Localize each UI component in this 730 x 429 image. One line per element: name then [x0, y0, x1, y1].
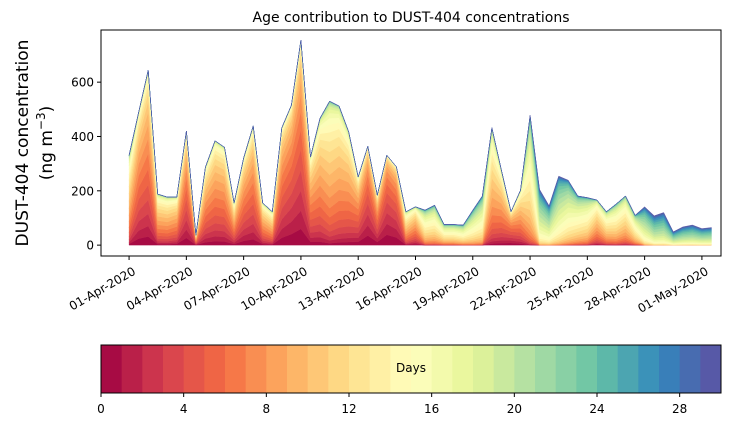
colorbar-tick-label: 4 [180, 402, 188, 416]
colorbar-ticks: 0 4 8 12 16 20 24 28 [97, 393, 687, 416]
colorbar-swatch-5 [204, 345, 226, 393]
colorbar-swatch-24 [597, 345, 619, 393]
colorbar-swatch-13 [369, 345, 391, 393]
y-axis-units: (ng m−3) [34, 106, 57, 181]
colorbar-swatch-3 [163, 345, 185, 393]
y-axis-ticks: 0 200 400 600 [71, 76, 101, 253]
colorbar-swatch-26 [638, 345, 660, 393]
colorbar-swatch-12 [349, 345, 371, 393]
units-exponent: −3 [34, 112, 48, 130]
age-layer-day-29 [128, 40, 712, 236]
y-tick-label: 0 [86, 239, 94, 253]
colorbar-swatch-18 [473, 345, 495, 393]
colorbar-swatch-14 [390, 345, 412, 393]
colorbar-swatch-0 [101, 345, 123, 393]
colorbar-swatch-16 [431, 345, 453, 393]
colorbar-tick-label: 0 [97, 402, 105, 416]
x-axis-ticks: 01-Apr-202004-Apr-202007-Apr-202010-Apr-… [67, 256, 711, 316]
colorbar-swatch-25 [617, 345, 639, 393]
y-axis-label: DUST-404 concentration [13, 40, 33, 247]
colorbar-tick-label: 24 [589, 402, 604, 416]
colorbar-swatch-9 [287, 345, 309, 393]
units-suffix: ) [37, 106, 57, 113]
colorbar-swatch-8 [266, 345, 288, 393]
colorbar-swatch-20 [514, 345, 536, 393]
colorbar-swatch-7 [245, 345, 267, 393]
y-tick-label: 400 [71, 130, 94, 144]
colorbar-label: Days [396, 361, 426, 375]
colorbar-swatch-6 [225, 345, 247, 393]
colorbar-swatch-11 [328, 345, 350, 393]
y-tick-label: 200 [71, 184, 94, 198]
colorbar-swatch-15 [411, 345, 433, 393]
colorbar-swatch-1 [121, 345, 143, 393]
colorbar-swatch-22 [555, 345, 577, 393]
y-tick-label: 600 [71, 76, 94, 90]
units-prefix: (ng m [37, 130, 57, 180]
colorbar-swatch-10 [307, 345, 329, 393]
colorbar-swatch-23 [576, 345, 598, 393]
colorbar-swatch-27 [659, 345, 681, 393]
colorbar-tick-label: 12 [341, 402, 356, 416]
colorbar-swatch-28 [679, 345, 701, 393]
chart-title: Age contribution to DUST-404 concentrati… [253, 10, 570, 26]
colorbar-frame [100, 344, 722, 394]
colorbar-swatch-2 [142, 345, 164, 393]
colorbar-swatch-29 [700, 345, 722, 393]
colorbar-swatch-19 [493, 345, 515, 393]
colorbar-tick-label: 8 [263, 402, 271, 416]
colorbar-swatch-4 [183, 345, 205, 393]
y-axis-label-line1: DUST-404 concentration [13, 40, 33, 247]
colorbar-tick-label: 28 [672, 402, 687, 416]
colorbar-tick-label: 20 [507, 402, 522, 416]
plot-frame [100, 29, 722, 257]
stacked-age-layers [128, 40, 712, 246]
colorbar-tick-label: 16 [424, 402, 439, 416]
colorbar-swatch-21 [535, 345, 557, 393]
colorbar-swatch-17 [452, 345, 474, 393]
colorbar [101, 345, 722, 393]
